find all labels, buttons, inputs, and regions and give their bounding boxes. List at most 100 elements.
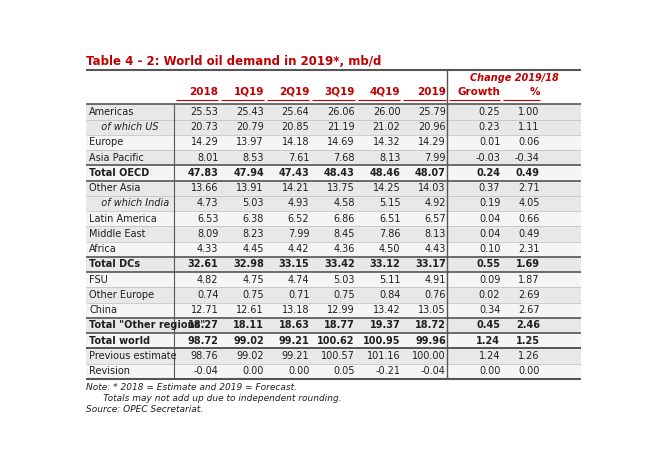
Text: 0.34: 0.34 [479, 305, 500, 315]
Text: -0.03: -0.03 [475, 153, 500, 163]
Text: 20.96: 20.96 [418, 122, 446, 132]
Text: 0.37: 0.37 [478, 183, 500, 193]
Text: 8.13: 8.13 [424, 229, 446, 239]
Text: 99.02: 99.02 [236, 351, 264, 361]
Text: 2.71: 2.71 [518, 183, 540, 193]
Text: -0.04: -0.04 [193, 366, 219, 376]
Text: 4.93: 4.93 [288, 199, 309, 208]
Text: 48.46: 48.46 [370, 168, 400, 178]
Text: 1.87: 1.87 [518, 275, 540, 285]
Bar [87, 135, 581, 150]
Text: 33.12: 33.12 [370, 260, 400, 269]
Text: 2.67: 2.67 [518, 305, 540, 315]
Text: 6.53: 6.53 [197, 214, 219, 224]
Text: 4Q19: 4Q19 [370, 87, 400, 96]
Text: 4.45: 4.45 [242, 244, 264, 254]
Text: 14.29: 14.29 [418, 137, 446, 147]
Text: 100.57: 100.57 [321, 351, 355, 361]
Text: 33.42: 33.42 [324, 260, 355, 269]
Text: 5.03: 5.03 [333, 275, 355, 285]
Bar [87, 288, 581, 302]
Text: Total "Other regions": Total "Other regions" [89, 321, 206, 330]
Text: 1.25: 1.25 [516, 336, 540, 346]
Text: 4.58: 4.58 [333, 199, 355, 208]
Text: 5.15: 5.15 [379, 199, 400, 208]
Text: 48.07: 48.07 [415, 168, 446, 178]
Text: Asia Pacific: Asia Pacific [89, 153, 145, 163]
Text: 4.36: 4.36 [333, 244, 355, 254]
Text: Table 4 - 2: World oil demand in 2019*, mb/d: Table 4 - 2: World oil demand in 2019*, … [87, 55, 381, 69]
Text: 0.10: 0.10 [479, 244, 500, 254]
Bar [87, 349, 581, 363]
Text: 13.05: 13.05 [418, 305, 446, 315]
Text: 26.06: 26.06 [327, 107, 355, 117]
Text: 5.03: 5.03 [242, 199, 264, 208]
Text: 1Q19: 1Q19 [234, 87, 264, 96]
Text: 99.02: 99.02 [233, 336, 264, 346]
Text: Other Asia: Other Asia [89, 183, 141, 193]
Text: 4.91: 4.91 [424, 275, 446, 285]
Text: 8.09: 8.09 [197, 229, 219, 239]
Text: 100.00: 100.00 [412, 351, 446, 361]
Text: Middle East: Middle East [89, 229, 146, 239]
Text: 99.21: 99.21 [279, 336, 309, 346]
Text: 14.03: 14.03 [419, 183, 446, 193]
Text: Africa: Africa [89, 244, 117, 254]
Text: 18.63: 18.63 [279, 321, 309, 330]
Text: 19.37: 19.37 [370, 321, 400, 330]
Text: China: China [89, 305, 117, 315]
Text: 0.04: 0.04 [479, 214, 500, 224]
Text: 4.74: 4.74 [288, 275, 309, 285]
Bar [87, 120, 581, 135]
Text: 6.51: 6.51 [379, 214, 400, 224]
Text: Change 2019/18: Change 2019/18 [470, 73, 559, 83]
Text: 18.72: 18.72 [415, 321, 446, 330]
Bar [87, 165, 581, 181]
Text: 101.16: 101.16 [367, 351, 400, 361]
Text: 0.05: 0.05 [333, 366, 355, 376]
Text: 7.86: 7.86 [379, 229, 400, 239]
Text: Totals may not add up due to independent rounding.: Totals may not add up due to independent… [87, 394, 342, 403]
Bar [87, 181, 581, 196]
Text: Latin America: Latin America [89, 214, 157, 224]
Text: 8.01: 8.01 [197, 153, 219, 163]
Text: 18.11: 18.11 [233, 321, 264, 330]
Text: 0.01: 0.01 [479, 137, 500, 147]
Text: Other Europe: Other Europe [89, 290, 154, 300]
Bar [87, 333, 581, 349]
Text: 47.43: 47.43 [279, 168, 309, 178]
Text: 0.66: 0.66 [518, 214, 540, 224]
Text: 0.09: 0.09 [479, 275, 500, 285]
Text: 0.23: 0.23 [478, 122, 500, 132]
Text: 100.62: 100.62 [318, 336, 355, 346]
Bar [87, 211, 581, 226]
Text: 6.52: 6.52 [288, 214, 309, 224]
Text: 2019: 2019 [417, 87, 446, 96]
Text: 1.24: 1.24 [478, 351, 500, 361]
Text: 7.99: 7.99 [424, 153, 446, 163]
Text: Source: OPEC Secretariat.: Source: OPEC Secretariat. [87, 404, 204, 414]
Text: 32.61: 32.61 [187, 260, 219, 269]
Text: 4.92: 4.92 [424, 199, 446, 208]
Text: Total OECD: Total OECD [89, 168, 150, 178]
Text: 4.43: 4.43 [424, 244, 446, 254]
Text: 8.13: 8.13 [379, 153, 400, 163]
Text: 14.21: 14.21 [282, 183, 309, 193]
Text: of which US: of which US [95, 122, 159, 132]
Bar [87, 241, 581, 257]
Text: Growth: Growth [458, 87, 500, 96]
Text: 13.42: 13.42 [373, 305, 400, 315]
Bar [87, 226, 581, 241]
Text: 0.76: 0.76 [424, 290, 446, 300]
Text: 0.06: 0.06 [518, 137, 540, 147]
Text: 1.00: 1.00 [518, 107, 540, 117]
Text: %: % [529, 87, 540, 96]
Text: FSU: FSU [89, 275, 108, 285]
Text: 0.25: 0.25 [478, 107, 500, 117]
Text: 3Q19: 3Q19 [324, 87, 355, 96]
Text: 48.43: 48.43 [324, 168, 355, 178]
Bar [87, 302, 581, 318]
Text: 12.61: 12.61 [236, 305, 264, 315]
Text: -0.21: -0.21 [376, 366, 400, 376]
Text: 14.25: 14.25 [372, 183, 400, 193]
